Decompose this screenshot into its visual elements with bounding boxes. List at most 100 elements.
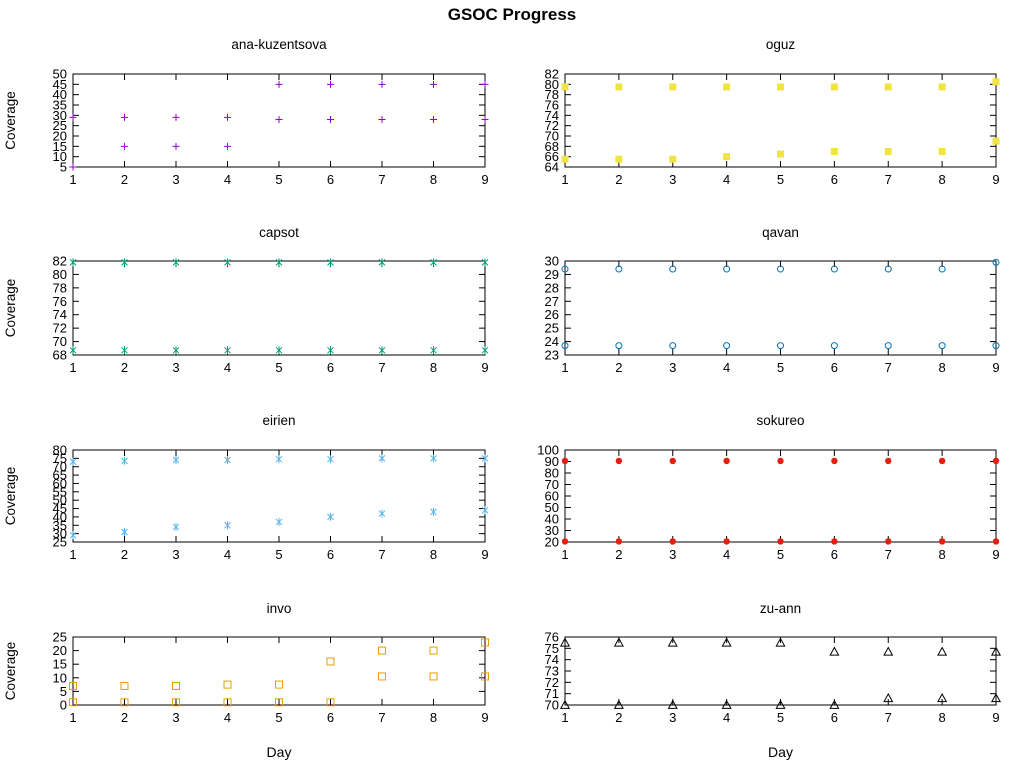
- series-lower: [69, 346, 489, 355]
- data-point-marker: [378, 80, 386, 88]
- y-tick-label: 82: [545, 67, 559, 82]
- data-point-marker: [172, 258, 180, 267]
- data-point-marker: [667, 699, 678, 709]
- series-upper: [69, 454, 489, 466]
- y-tick-label: 40: [53, 509, 67, 524]
- y-tick-label: 15: [53, 657, 67, 672]
- series-lower: [561, 538, 1000, 545]
- data-point-marker: [669, 538, 676, 545]
- y-axis-label: Coverage: [3, 91, 18, 150]
- data-point-marker: [327, 346, 334, 355]
- data-point-marker: [613, 699, 624, 709]
- y-tick-label: 82: [53, 254, 67, 269]
- data-point-marker: [723, 457, 730, 465]
- data-point-marker: [172, 113, 180, 121]
- data-point-marker: [830, 342, 838, 350]
- x-tick-label: 9: [481, 710, 488, 725]
- y-tick-label: 40: [53, 87, 67, 102]
- x-tick-label: 8: [430, 172, 437, 187]
- data-point-marker: [561, 155, 569, 163]
- x-axis-ticks: 1 2 3 4 5 6 7 8 9: [69, 637, 489, 725]
- x-tick-label: 2: [615, 172, 622, 187]
- data-point-marker: [327, 455, 334, 464]
- data-point-marker: [669, 155, 677, 163]
- y-tick-label: 80: [53, 267, 67, 282]
- data-point-marker: [938, 148, 946, 155]
- y-tick-label: 70: [53, 459, 67, 474]
- data-point-marker: [69, 163, 77, 171]
- y-tick-label: 24: [545, 334, 559, 349]
- x-tick-label: 7: [378, 360, 385, 375]
- data-point-marker: [429, 646, 438, 655]
- data-point-marker: [723, 265, 731, 273]
- x-tick-label: 7: [378, 710, 385, 725]
- series-upper: [561, 258, 1000, 273]
- data-point-marker: [937, 646, 948, 656]
- y-tick-label: 27: [545, 294, 559, 309]
- data-point-marker: [777, 150, 784, 158]
- x-tick-label: 1: [561, 710, 568, 725]
- x-tick-label: 5: [777, 547, 784, 562]
- y-tick-label: 80: [545, 466, 559, 481]
- x-tick-label: 8: [939, 360, 946, 375]
- data-point-marker: [777, 342, 784, 350]
- x-tick-label: 3: [669, 360, 676, 375]
- x-axis-ticks: 1 2 3 4 5 6 7 8 9: [69, 261, 489, 375]
- y-tick-label: 74: [545, 652, 559, 667]
- y-axis-label: Coverage: [3, 279, 18, 338]
- series-upper: [561, 78, 1000, 91]
- data-point-marker: [561, 342, 569, 350]
- data-point-marker: [938, 342, 946, 350]
- x-tick-label: 3: [669, 547, 676, 562]
- data-point-marker: [992, 342, 1000, 350]
- x-tick-label: 2: [121, 172, 128, 187]
- data-point-marker: [481, 115, 489, 123]
- y-tick-label: 68: [53, 348, 67, 363]
- y-tick-label: 72: [53, 321, 67, 336]
- y-tick-label: 10: [53, 670, 67, 685]
- series-upper: [69, 638, 489, 690]
- data-point-marker: [224, 113, 231, 121]
- y-tick-label: 50: [53, 67, 67, 82]
- y-tick-label: 0: [60, 698, 67, 713]
- data-point-marker: [992, 538, 1000, 545]
- x-tick-label: 5: [275, 360, 282, 375]
- data-point-marker: [172, 698, 180, 707]
- y-tick-label: 30: [53, 526, 67, 541]
- series-lower: [561, 137, 1000, 163]
- x-tick-label: 3: [172, 172, 179, 187]
- y-tick-label: 80: [53, 443, 67, 458]
- data-point-marker: [120, 698, 129, 707]
- y-tick-label: 68: [545, 139, 559, 154]
- data-point-marker: [481, 346, 489, 355]
- x-tick-label: 4: [723, 547, 730, 562]
- subplot-title: qavan: [762, 225, 799, 240]
- x-tick-label: 4: [723, 360, 730, 375]
- y-tick-label: 29: [545, 267, 559, 282]
- y-tick-label: 30: [545, 523, 559, 538]
- series-upper: [561, 457, 1000, 465]
- x-tick-label: 9: [992, 710, 999, 725]
- plot-border: [72, 260, 486, 356]
- subplot-title: oguz: [766, 37, 796, 52]
- y-tick-label: 60: [545, 489, 559, 504]
- data-point-marker: [378, 258, 386, 267]
- data-point-marker: [992, 78, 1000, 86]
- data-point-marker: [938, 265, 946, 273]
- x-tick-label: 2: [615, 360, 622, 375]
- plot-border: [564, 636, 997, 706]
- data-point-marker: [378, 454, 386, 463]
- data-point-marker: [69, 681, 77, 690]
- y-tick-label: 25: [53, 118, 67, 133]
- subplot-title: capsot: [259, 225, 299, 240]
- x-tick-label: 4: [224, 547, 231, 562]
- plot-border: [72, 636, 486, 706]
